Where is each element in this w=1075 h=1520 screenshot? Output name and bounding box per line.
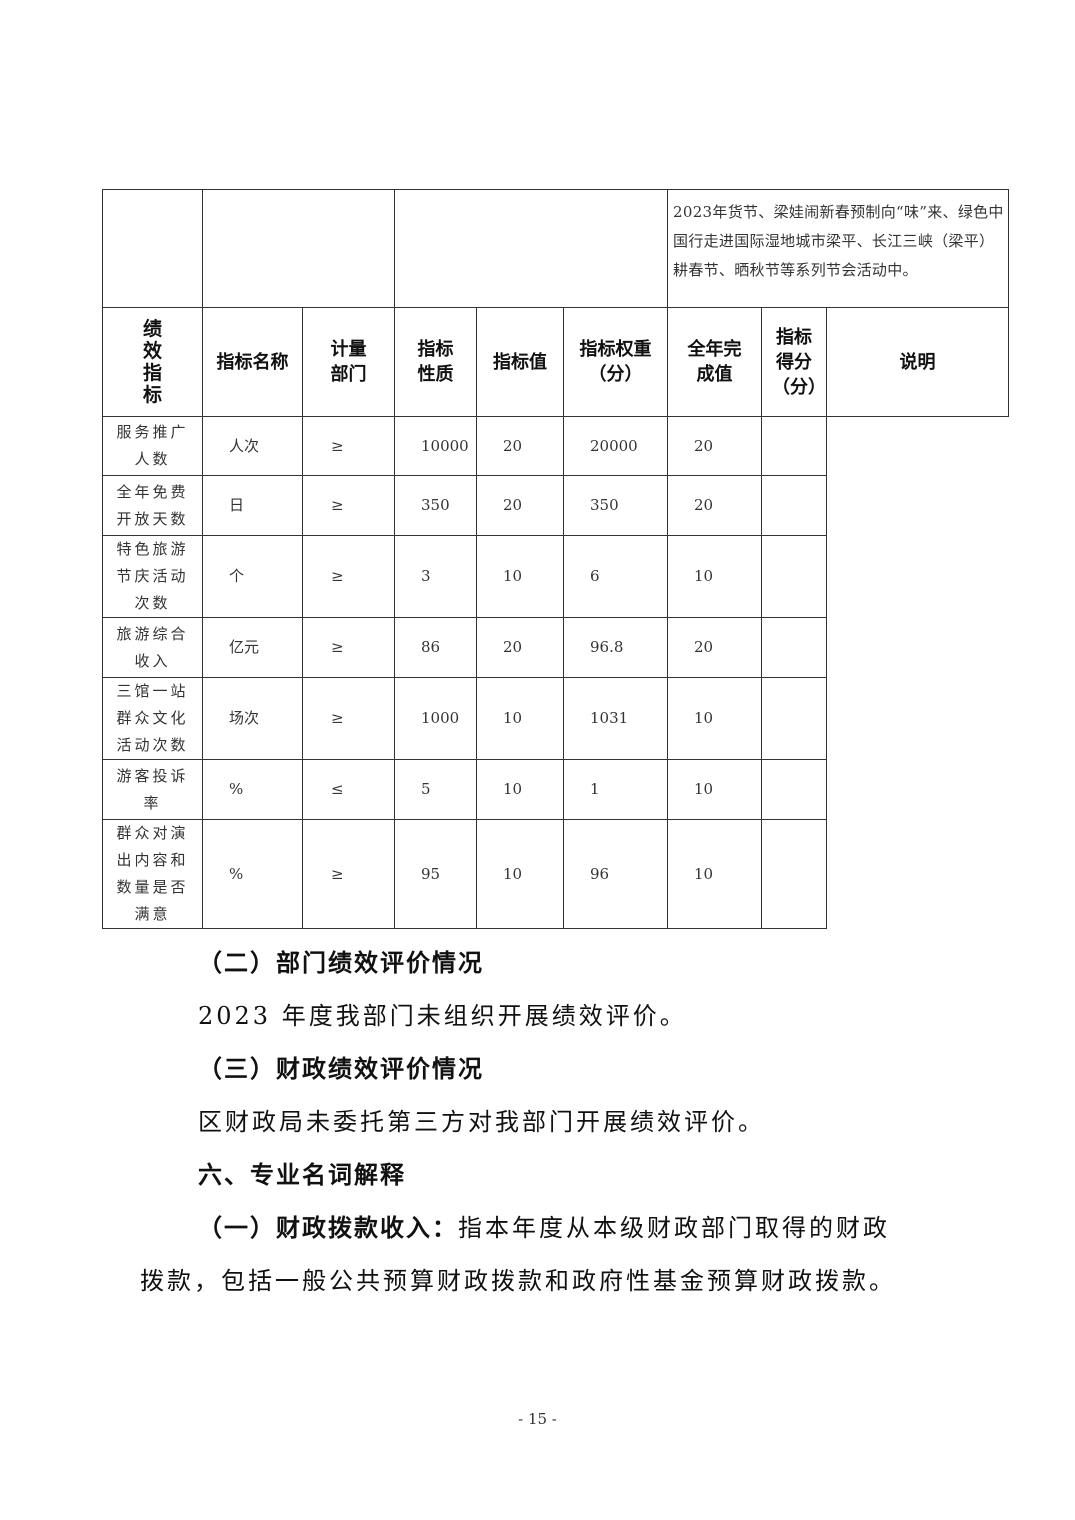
cell-note (761, 535, 828, 618)
definition-line: （一）财政拨款收入：指本年度从本级财政部门取得的财政 (0, 1202, 1075, 1255)
cell-unit: % (202, 819, 303, 929)
cell-name: 全年免费开放天数 (102, 475, 203, 536)
empty-cell (202, 189, 395, 308)
cell-note (761, 475, 828, 536)
cell-score: 20 (667, 475, 763, 536)
page-number: - 15 - (518, 1410, 557, 1428)
cell-nature: ≥ (302, 617, 395, 678)
paragraph: 区财政局未委托第三方对我部门开展绩效评价。 (198, 1108, 765, 1136)
performance-indicator-table: 2023年货节、梁娃闹新春预制向“味”来、绿色中国行走进国际湿地城市梁平、长江三… (102, 189, 1010, 929)
table-row: 服务推广人数 人次 ≥10000 20 20000 20 (102, 416, 1009, 476)
cell-nature: ≥ (302, 475, 395, 536)
cell-value: 1000 (394, 677, 477, 760)
paragraph: 拨款，包括一般公共预算财政拨款和政府性基金预算财政拨款。 (140, 1267, 896, 1295)
cell-name: 三馆一站群众文化活动次数 (102, 677, 203, 760)
cell-unit: 场次 (202, 677, 303, 760)
definition-text: 指本年度从本级财政部门取得的财政 (458, 1214, 890, 1242)
cell-actual: 96.8 (562, 617, 669, 678)
cell-value: 350 (394, 475, 477, 536)
paragraph: 2023 年度我部门未组织开展绩效评价。 (198, 1002, 687, 1030)
header-cell: 计量部门 (302, 307, 395, 417)
cell-score: 10 (667, 677, 763, 760)
empty-cell (393, 189, 669, 308)
header-cell: 指标值 (476, 307, 564, 417)
header-cell: 说明 (826, 307, 1010, 417)
cell-unit: 个 (202, 535, 303, 618)
page-content: 2023年货节、梁娃闹新春预制向“味”来、绿色中国行走进国际湿地城市梁平、长江三… (0, 189, 1075, 1308)
cell-nature: ≥ (302, 535, 395, 618)
cell-unit: 日 (202, 475, 303, 536)
section-heading: 六、专业名词解释 (198, 1161, 406, 1189)
cell-unit: % (202, 759, 303, 820)
cell-nature: ≤ (302, 759, 395, 820)
cell-note (761, 416, 828, 476)
cell-nature: ≥ (302, 677, 395, 760)
cell-value: 86 (394, 617, 477, 678)
table-row: 特色旅游节庆活动次数个 ≥3 10 6 10 (102, 535, 1009, 618)
table-row: 三馆一站群众文化活动次数 场次 ≥1000 10 1031 10 (102, 677, 1009, 760)
cell-note (761, 819, 828, 929)
cell-weight: 10 (476, 759, 564, 820)
cell-actual: 6 (562, 535, 669, 618)
cell-value: 10000 (394, 416, 477, 476)
table-row: 旅游综合收入 亿元 ≥86 20 96.8 20 (102, 617, 1009, 678)
table-row: 全年免费开放天数日 ≥350 20 350 20 (102, 475, 1009, 536)
table-row: 群众对演出内容和数量是否满意% ≥95 10 96 10 (102, 819, 1009, 929)
cell-score: 20 (667, 617, 763, 678)
cell-actual: 1031 (562, 677, 669, 760)
cell-unit: 亿元 (202, 617, 303, 678)
cell-name: 群众对演出内容和数量是否满意 (102, 819, 203, 929)
cell-actual: 350 (562, 475, 669, 536)
cell-weight: 20 (476, 475, 564, 536)
activity-description: 2023年货节、梁娃闹新春预制向“味”来、绿色中国行走进国际湿地城市梁平、长江三… (667, 189, 1010, 308)
cell-name: 旅游综合收入 (102, 617, 203, 678)
section-heading: （二）部门绩效评价情况 (198, 949, 484, 977)
cell-weight: 10 (476, 677, 564, 760)
cell-unit: 人次 (202, 416, 303, 476)
cell-note (761, 759, 828, 820)
cell-name: 特色旅游节庆活动次数 (102, 535, 203, 618)
cell-nature: ≥ (302, 819, 395, 929)
cell-name: 服务推广人数 (102, 416, 203, 476)
cell-name: 游客投诉率 (102, 759, 203, 820)
header-cell: 指标权重（分） (562, 307, 669, 417)
section-heading: （三）财政绩效评价情况 (198, 1055, 484, 1083)
cell-actual: 96 (562, 819, 669, 929)
cell-score: 10 (667, 535, 763, 618)
header-cell: 指标性质 (394, 307, 477, 417)
header-cell: 全年完成值 (667, 307, 763, 417)
cell-value: 95 (394, 819, 477, 929)
cell-weight: 20 (476, 416, 564, 476)
definition-term: （一）财政拨款收入： (198, 1214, 458, 1242)
cell-score: 20 (667, 416, 763, 476)
cell-weight: 10 (476, 819, 564, 929)
cell-value: 3 (394, 535, 477, 618)
cell-score: 10 (667, 819, 763, 929)
table-row: 游客投诉率% ≤5 10 1 10 (102, 759, 1009, 820)
cell-value: 5 (394, 759, 477, 820)
cell-weight: 20 (476, 617, 564, 678)
side-label: 绩效指标 (102, 307, 203, 417)
cell-actual: 20000 (562, 416, 669, 476)
cell-note (761, 617, 828, 678)
header-row: 绩效指标 指标名称 计量部门 指标性质 指标值 指标权重（分） 全年完成值 指标… (102, 307, 1010, 417)
cell-nature: ≥ (302, 416, 395, 476)
empty-cell (102, 189, 203, 308)
cell-actual: 1 (562, 759, 669, 820)
header-cell: 指标得分（分） (761, 307, 828, 417)
cell-note (761, 677, 828, 760)
cell-weight: 10 (476, 535, 564, 618)
table-row: 2023年货节、梁娃闹新春预制向“味”来、绿色中国行走进国际湿地城市梁平、长江三… (102, 189, 1010, 308)
header-cell: 指标名称 (202, 307, 303, 417)
cell-score: 10 (667, 759, 763, 820)
